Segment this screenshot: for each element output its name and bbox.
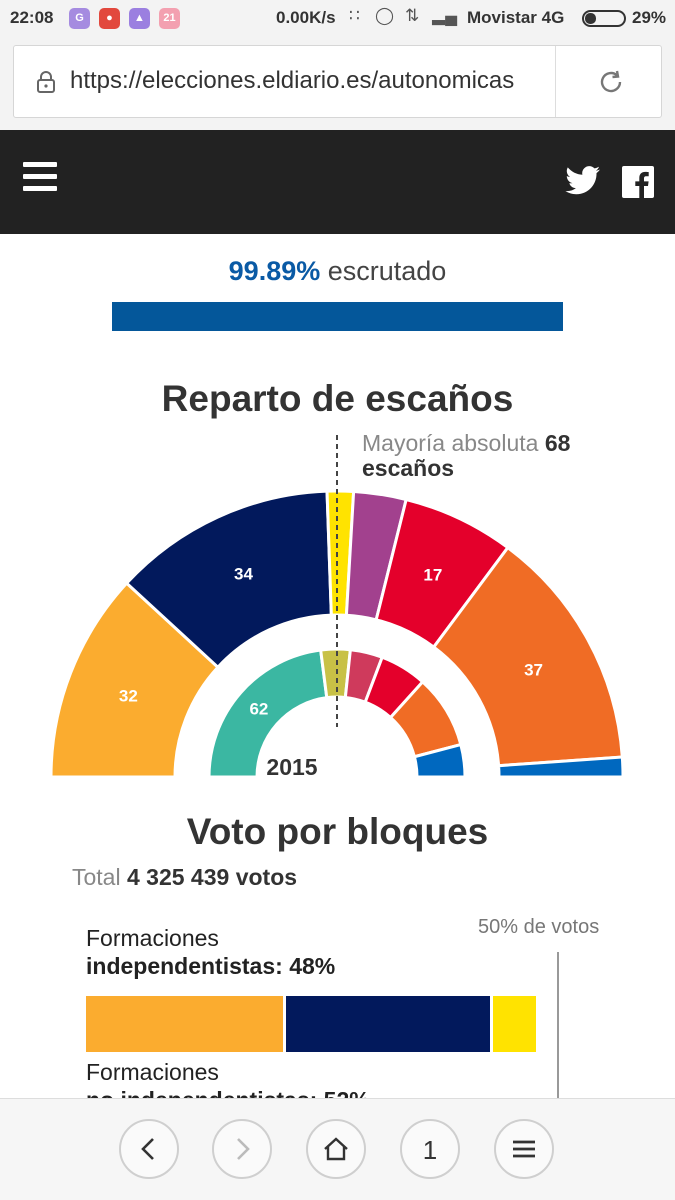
- count-label: escrutado: [327, 256, 447, 286]
- independentist-label: Formaciones independentistas: 48%: [86, 925, 336, 979]
- outer-label-4: 17: [423, 566, 442, 585]
- status-time: 22:08: [10, 8, 54, 27]
- battery-icon: [582, 10, 626, 27]
- count-progress-text: 99.89% escrutado: [0, 256, 675, 287]
- back-button[interactable]: [119, 1119, 179, 1179]
- outer-label-1: 34: [234, 564, 253, 583]
- forward-button[interactable]: [212, 1119, 272, 1179]
- address-divider: [555, 46, 556, 117]
- browser-menu-button[interactable]: [494, 1119, 554, 1179]
- half-votes-line: [557, 952, 559, 1100]
- inner-label-0: 62: [249, 699, 268, 718]
- outer-segment-6: [497, 755, 625, 779]
- signal-icon: ▂▄: [432, 6, 458, 25]
- home-icon: [324, 1137, 348, 1161]
- total-votes: Total 4 325 439 votos: [72, 864, 298, 890]
- google-app-icon: G: [69, 8, 90, 29]
- tabs-button[interactable]: 1: [400, 1119, 460, 1179]
- count-percent: 99.89%: [228, 256, 321, 286]
- url-text[interactable]: https://elecciones.eldiario.es/autonomic…: [70, 67, 515, 94]
- independentist-bar-segment-1: [286, 996, 491, 1052]
- independentist-bar-segment-0: [86, 996, 284, 1052]
- half-votes-label: 50% de votos: [478, 916, 600, 938]
- independentist-bar-segment-2: [493, 996, 536, 1052]
- blocks-title: Voto por bloques: [186, 811, 489, 852]
- majority-label: Mayoría absoluta 68 escaños: [362, 430, 571, 481]
- inner-ring-2015: 62: [207, 647, 467, 779]
- calendar-badge-icon: 21: [159, 8, 180, 29]
- alarm-icon: ◯: [375, 6, 395, 25]
- facebook-icon[interactable]: [622, 166, 654, 198]
- carrier-name: Movistar 4G: [467, 8, 565, 27]
- inner-year-label: 2015: [266, 754, 317, 780]
- site-header: [0, 130, 675, 234]
- count-progress-bar: [112, 302, 563, 331]
- independentist-bar: [86, 996, 536, 1052]
- seats-hemicycle-chart: 32 34 17 37 62 2015: [49, 435, 625, 780]
- menu-lines-icon: [513, 1140, 535, 1158]
- lock-icon: [37, 71, 55, 93]
- data-transfer-icon: ⇅: [405, 6, 420, 25]
- net-speed: 0.00K/s: [276, 8, 336, 27]
- browser-bottom-bar: 1: [0, 1098, 675, 1200]
- battery-percent: 29%: [632, 8, 667, 27]
- bluetooth-icon: ∷: [349, 6, 360, 25]
- count-progress-fill: [112, 302, 563, 331]
- game-app-icon: ●: [99, 8, 120, 29]
- outer-label-0: 32: [119, 687, 138, 706]
- reload-icon[interactable]: [597, 68, 625, 96]
- tab-count: 1: [422, 1135, 438, 1165]
- outer-ring-2017: 32 34 17 37: [49, 489, 625, 779]
- browser-toolbar: https://elecciones.eldiario.es/autonomic…: [0, 36, 675, 130]
- address-bar[interactable]: https://elecciones.eldiario.es/autonomic…: [13, 45, 662, 118]
- maps-app-icon: ▲: [129, 8, 150, 29]
- seats-title: Reparto de escaños: [161, 378, 514, 419]
- status-bar: 22:08 G ● ▲ 21 0.00K/s ∷ ◯ ⇅ ▂▄ Movistar…: [0, 0, 675, 36]
- forward-arrow-icon: [237, 1138, 250, 1160]
- outer-label-5: 37: [524, 661, 543, 680]
- twitter-icon[interactable]: [565, 166, 601, 196]
- inner-segment-5: [412, 742, 467, 779]
- home-button[interactable]: [306, 1119, 366, 1179]
- menu-icon[interactable]: [23, 162, 59, 194]
- back-arrow-icon: [141, 1138, 154, 1160]
